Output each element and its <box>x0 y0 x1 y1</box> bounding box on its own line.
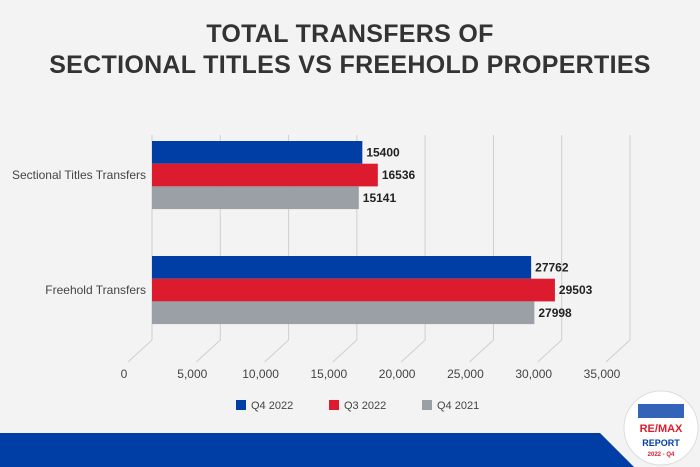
bar <box>152 256 532 279</box>
data-label: 16536 <box>382 168 416 182</box>
chart-title-line-1: TOTAL TRANSFERS OF <box>206 20 494 48</box>
x-tick-label: 10,000 <box>242 367 279 381</box>
gridline-depth <box>127 339 153 363</box>
category-label: Freehold Transfers <box>45 283 146 297</box>
legend-label: Q4 2022 <box>251 400 293 412</box>
legend-label: Q3 2022 <box>344 400 386 412</box>
data-label: 29503 <box>559 283 593 297</box>
gridline-depth <box>469 339 494 363</box>
bottom-band <box>0 433 634 467</box>
x-tick-label: 20,000 <box>379 367 416 381</box>
category-label: Sectional Titles Transfers <box>12 168 146 182</box>
gridline-depth <box>537 339 563 363</box>
bar <box>152 278 555 302</box>
legend-label: Q4 2021 <box>437 400 479 412</box>
bar <box>152 301 535 325</box>
legend-swatch <box>329 400 339 410</box>
logo-remax-text: RE/MAX <box>640 423 683 435</box>
x-tick-label: 30,000 <box>515 367 552 381</box>
chart-title-line-2: SECTIONAL TITLES VS FREEHOLD PROPERTIES <box>49 51 651 79</box>
data-label: 15141 <box>363 191 397 205</box>
gridline-depth <box>195 339 221 363</box>
legend-swatch <box>236 400 246 410</box>
bar <box>152 186 359 210</box>
logo-period-text: 2022 - Q4 <box>648 452 675 458</box>
x-tick-label: 35,000 <box>584 367 621 381</box>
logo-report-text: REPORT <box>642 438 680 448</box>
gridline-depth <box>264 339 289 363</box>
gridline-depth <box>400 339 426 363</box>
x-tick-label: 0 <box>121 367 128 381</box>
data-label: 27998 <box>538 306 572 320</box>
data-label: 27762 <box>535 260 569 274</box>
logo-house-icon <box>638 404 684 418</box>
legend-swatch <box>422 400 432 410</box>
bar <box>152 163 378 187</box>
gridline-depth <box>605 339 631 363</box>
bar <box>152 141 363 164</box>
gridline-depth <box>332 339 358 363</box>
x-tick-label: 25,000 <box>447 367 484 381</box>
x-tick-label: 15,000 <box>311 367 348 381</box>
data-label: 15400 <box>366 145 400 159</box>
x-tick-label: 5,000 <box>177 367 207 381</box>
